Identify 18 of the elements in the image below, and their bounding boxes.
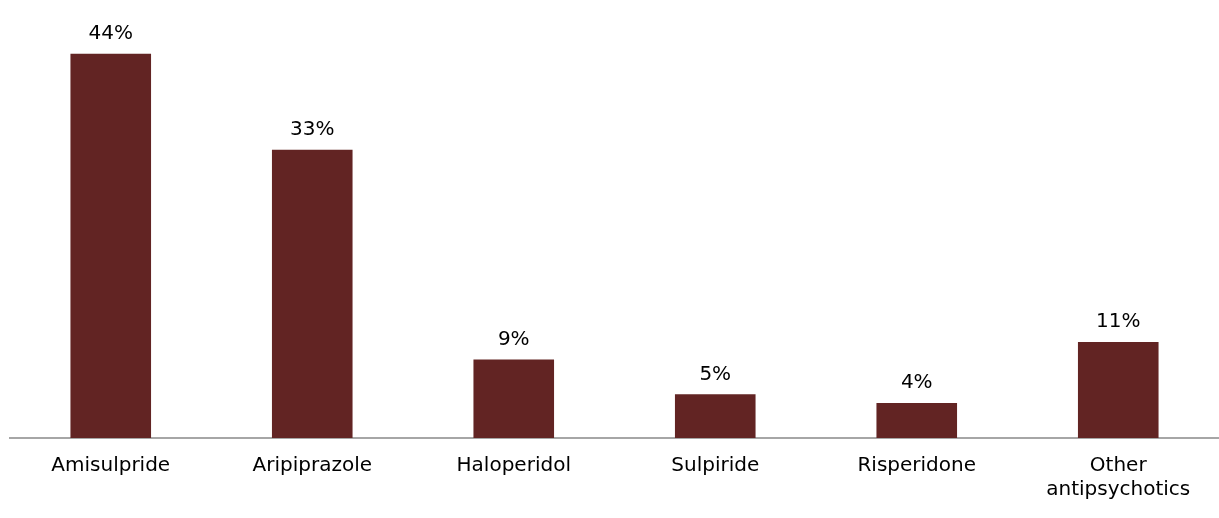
- data-label: 4%: [900, 369, 933, 394]
- bar: [876, 403, 958, 438]
- x-tick-label: Risperidone: [857, 452, 977, 477]
- bar: [1077, 341, 1159, 438]
- data-label: 9%: [497, 325, 530, 350]
- bar: [70, 53, 152, 438]
- x-tick-label: Amisulpride: [51, 452, 171, 477]
- data-label: 33%: [290, 116, 335, 140]
- x-tick-label: Aripiprazole: [252, 452, 372, 477]
- x-tick-label: Haloperidol: [456, 452, 571, 477]
- data-label: 11%: [1096, 308, 1141, 333]
- data-label: 44%: [88, 19, 133, 44]
- x-tick-label: Other antipsychotics: [1046, 452, 1191, 501]
- x-tick-label: Sulpiride: [671, 452, 760, 477]
- bar: [473, 359, 555, 438]
- data-label: 5%: [699, 360, 732, 385]
- bar: [674, 394, 756, 438]
- bar: [271, 149, 353, 438]
